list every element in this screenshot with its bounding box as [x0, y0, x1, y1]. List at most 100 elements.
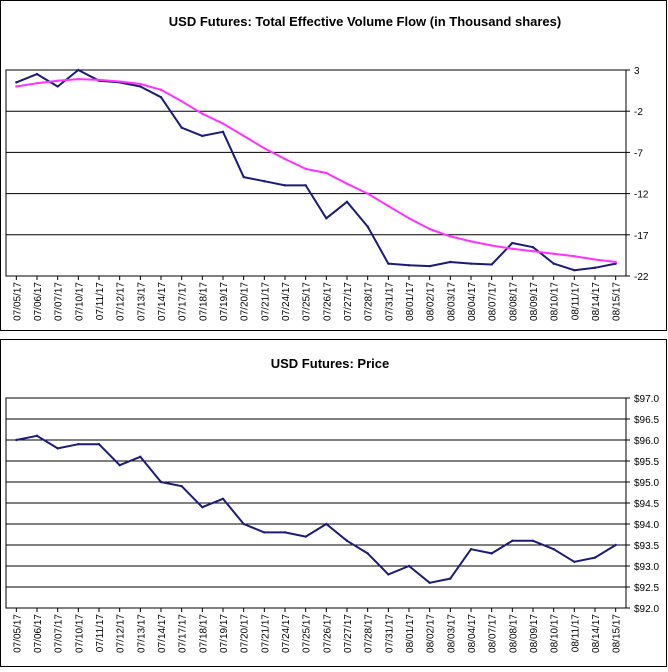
- data-point: [387, 204, 390, 208]
- x-tick-label: 08/01/17: [405, 282, 416, 321]
- x-tick-label: 08/10/17: [550, 614, 561, 653]
- x-tick-label: 08/10/17: [550, 282, 561, 321]
- data-point: [180, 126, 183, 129]
- data-point: [283, 157, 287, 161]
- data-point: [180, 100, 183, 103]
- y-tick-label: $94.5: [634, 499, 659, 510]
- data-point: [614, 543, 617, 547]
- data-point: [407, 217, 411, 220]
- x-tick-label: 07/31/17: [384, 614, 395, 653]
- data-point: [428, 264, 431, 268]
- data-point: [511, 247, 514, 251]
- data-point: [511, 539, 514, 542]
- x-tick-label: 07/19/17: [219, 614, 230, 653]
- data-point: [139, 82, 142, 86]
- x-tick-label: 07/21/17: [260, 614, 271, 653]
- data-point: [242, 522, 245, 526]
- x-tick-label: 07/05/17: [12, 282, 23, 321]
- data-point: [118, 80, 121, 83]
- data-point: [283, 184, 287, 187]
- x-tick-label: 07/27/17: [343, 282, 354, 321]
- x-tick-label: 07/14/17: [157, 614, 168, 653]
- y-tick-label: -22: [634, 272, 649, 283]
- data-point: [593, 556, 597, 559]
- data-point: [15, 85, 18, 88]
- y-tick-label: $93.5: [634, 541, 659, 552]
- x-tick-label: 07/11/17: [95, 614, 106, 653]
- data-point: [573, 255, 576, 258]
- data-point: [531, 250, 535, 253]
- x-tick-label: 08/08/17: [508, 614, 519, 653]
- x-tick-label: 08/04/17: [467, 614, 478, 653]
- x-tick-label: 07/19/17: [219, 282, 230, 321]
- data-point: [573, 560, 576, 563]
- y-tick-label: -7: [634, 148, 643, 159]
- data-point: [56, 447, 59, 450]
- data-point: [366, 225, 369, 228]
- chart-title: USD Futures: Price: [271, 356, 389, 371]
- data-point: [201, 134, 204, 138]
- data-point: [531, 539, 535, 542]
- x-tick-label: 08/01/17: [405, 614, 416, 653]
- x-tick-label: 08/02/17: [426, 614, 437, 653]
- data-point: [469, 548, 473, 551]
- data-point: [221, 122, 225, 125]
- y-tick-label: $92.0: [634, 604, 659, 615]
- data-point: [56, 79, 59, 82]
- data-point: [97, 443, 101, 446]
- data-point: [35, 434, 39, 437]
- y-tick-label: $93.0: [634, 562, 659, 573]
- data-point: [428, 581, 431, 584]
- x-tick-label: 07/12/17: [116, 614, 127, 653]
- chart-title: USD Futures: Total Effective Volume Flow…: [169, 14, 561, 29]
- data-point: [366, 192, 369, 195]
- x-tick-label: 08/11/17: [570, 282, 581, 321]
- data-point: [139, 455, 142, 458]
- series-line-0: [16, 434, 617, 584]
- x-tick-label: 07/17/17: [178, 614, 189, 653]
- x-tick-label: 07/06/17: [33, 282, 44, 321]
- x-tick-label: 07/12/17: [116, 282, 127, 321]
- data-point: [180, 485, 183, 488]
- y-tick-label: -2: [634, 107, 643, 118]
- data-point: [387, 262, 390, 265]
- data-point: [159, 480, 163, 484]
- data-point: [242, 134, 245, 138]
- data-point: [573, 269, 576, 272]
- data-point: [263, 531, 266, 534]
- data-point: [552, 262, 555, 265]
- x-tick-label: 07/28/17: [364, 282, 375, 321]
- x-tick-label: 07/28/17: [364, 614, 375, 653]
- data-point: [387, 573, 390, 576]
- data-point: [325, 522, 328, 526]
- data-point: [511, 241, 514, 245]
- data-point: [449, 260, 452, 264]
- x-tick-label: 07/05/17: [12, 614, 23, 653]
- data-point: [407, 564, 411, 568]
- data-point: [283, 531, 287, 534]
- x-tick-label: 07/14/17: [157, 282, 168, 321]
- x-tick-label: 08/14/17: [591, 282, 602, 321]
- data-point: [428, 227, 431, 231]
- x-tick-label: 08/14/17: [591, 614, 602, 653]
- x-tick-label: 08/09/17: [529, 282, 540, 321]
- data-point: [614, 262, 617, 265]
- data-point: [552, 548, 555, 551]
- data-point: [325, 217, 328, 220]
- x-tick-label: 07/20/17: [240, 282, 251, 321]
- data-point: [304, 535, 307, 538]
- data-point: [201, 112, 204, 115]
- y-tick-label: $96.5: [634, 415, 659, 426]
- x-tick-label: 08/07/17: [488, 614, 499, 653]
- y-tick-label: $94.0: [634, 520, 659, 531]
- data-point: [77, 443, 80, 446]
- data-point: [263, 180, 266, 183]
- x-tick-label: 08/08/17: [508, 282, 519, 321]
- x-tick-label: 08/03/17: [446, 614, 457, 653]
- data-point: [345, 182, 349, 185]
- x-tick-label: 08/09/17: [529, 614, 540, 653]
- data-point: [221, 497, 225, 500]
- x-tick-label: 07/10/17: [74, 614, 85, 653]
- data-point: [325, 171, 328, 175]
